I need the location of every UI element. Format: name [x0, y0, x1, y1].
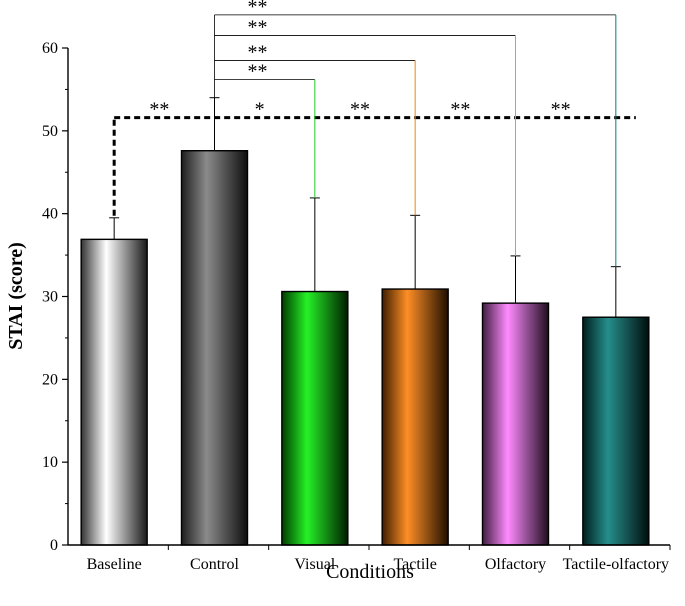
bar-tactile [381, 288, 449, 546]
significance-label: ** [248, 17, 268, 39]
y-tick-label: 30 [42, 289, 58, 306]
significance-label: ** [248, 60, 268, 82]
bar-olfactory [481, 302, 550, 546]
significance-label: ** [248, 0, 268, 18]
significance-label: * [255, 99, 265, 121]
y-tick-label: 50 [42, 123, 58, 140]
significance-label: ** [350, 99, 370, 121]
x-tick-label: Control [190, 556, 239, 573]
bar-tactile-olfactory [582, 316, 650, 546]
x-tick-label: Baseline [87, 556, 142, 573]
bar-baseline [80, 238, 148, 546]
y-tick-label: 60 [42, 40, 58, 57]
x-tick-label: Tactile [394, 556, 437, 573]
axes: Baseline Control Visual Tactile Olfactory Tac… [42, 40, 671, 573]
significance-label: ** [551, 99, 571, 121]
x-axis-title: Conditions [326, 561, 414, 583]
x-tick-label: Tactile-olfactory [563, 556, 669, 573]
significance-annotations: ** * ** ** ********** [112, 0, 636, 267]
y-tick-label: 10 [42, 454, 58, 471]
bars [80, 97, 650, 546]
significance-label: ** [149, 99, 169, 121]
x-tick-label: Visual [294, 556, 335, 573]
bar-visual [281, 290, 349, 546]
y-tick-label: 0 [50, 537, 58, 554]
significance-label: ** [450, 99, 470, 121]
bar-control [180, 150, 249, 546]
y-tick-label: 20 [42, 371, 58, 388]
y-axis-title: STAI (score) [5, 242, 27, 350]
y-tick-label: 40 [42, 206, 58, 223]
significance-label: ** [248, 41, 268, 63]
x-tick-label: Olfactory [485, 556, 546, 573]
